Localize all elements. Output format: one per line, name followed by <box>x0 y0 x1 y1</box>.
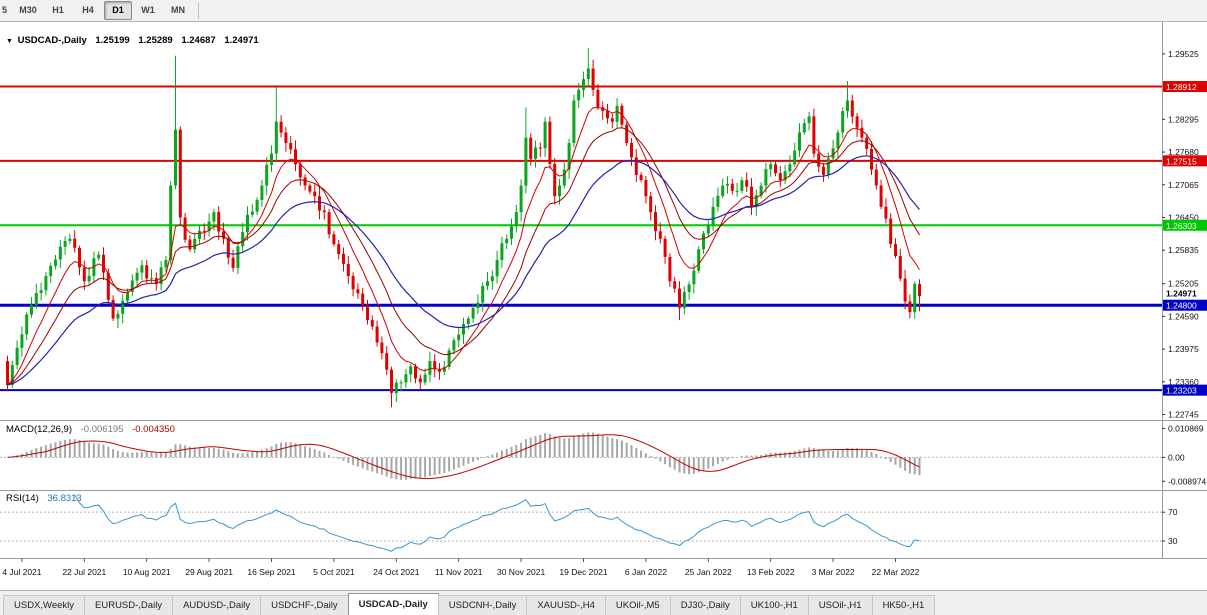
svg-text:1.24800: 1.24800 <box>1166 301 1197 311</box>
svg-text:-0.008974: -0.008974 <box>1168 476 1207 486</box>
svg-text:1.23360: 1.23360 <box>1168 377 1199 387</box>
svg-text:11 Nov 2021: 11 Nov 2021 <box>435 567 483 577</box>
timeframe-button-h4[interactable]: H4 <box>82 5 94 15</box>
chart-tab-hk50-h1[interactable]: HK50-,H1 <box>871 595 936 615</box>
svg-text:22 Jul 2021: 22 Jul 2021 <box>62 567 106 577</box>
svg-text:1.23203: 1.23203 <box>1166 386 1197 396</box>
svg-text:30 Nov 2021: 30 Nov 2021 <box>497 567 545 577</box>
timeframe-toolbar: 5 M30 H1 H4 D1 W1 MN <box>0 0 1207 22</box>
svg-text:1.24590: 1.24590 <box>1168 311 1199 321</box>
macd-value: -0.006195 <box>80 424 124 435</box>
rsi-indicator-header: RSI(14) 36.8313 <box>6 493 88 504</box>
chart-symbol-label: USDCAD-,Daily <box>17 35 87 46</box>
rsi-title: RSI(14) <box>6 493 39 504</box>
svg-text:10 Aug 2021: 10 Aug 2021 <box>123 567 171 577</box>
svg-text:22 Mar 2022: 22 Mar 2022 <box>872 567 920 577</box>
svg-text:1.22745: 1.22745 <box>1168 410 1199 420</box>
chart-tab-usdcad-daily[interactable]: USDCAD-,Daily <box>347 593 439 615</box>
ma-30-line <box>7 155 920 386</box>
macd-signal-value: -0.004350 <box>132 424 175 435</box>
chart-tab-usdx-weekly[interactable]: USDX,Weekly <box>3 595 86 615</box>
svg-text:0.00: 0.00 <box>1168 452 1185 462</box>
macd-title: MACD(12,26,9) <box>6 424 72 435</box>
ohlc-high: 1.25289 <box>138 35 173 46</box>
svg-text:4 Jul 2021: 4 Jul 2021 <box>2 567 41 577</box>
ma-16-line <box>7 127 920 386</box>
date-axis[interactable]: 4 Jul 2021 22 Jul 2021 10 Aug 2021 29 Aug 2… <box>2 558 920 577</box>
chart-tab-ukoil-m5[interactable]: UKOil-,M5 <box>604 595 671 615</box>
chart-tab-dj30-daily[interactable]: DJ30-,Daily <box>669 595 741 615</box>
chart-tab-uk100-h1[interactable]: UK100-,H1 <box>739 595 809 615</box>
chart-tab-usdcnh-daily[interactable]: USDCNH-,Daily <box>437 595 528 615</box>
svg-text:6 Jan 2022: 6 Jan 2022 <box>625 567 667 577</box>
chart-tab-usdchf-daily[interactable]: USDCHF-,Daily <box>260 595 349 615</box>
timeframe-button-h1[interactable]: H1 <box>52 5 64 15</box>
svg-text:1.27680: 1.27680 <box>1168 147 1199 157</box>
svg-text:1.26450: 1.26450 <box>1168 212 1199 222</box>
rsi-value: 36.8313 <box>47 493 82 504</box>
candlesticks <box>6 47 921 408</box>
ohlc-close: 1.24971 <box>224 35 259 46</box>
ohlc-open: 1.25199 <box>95 35 130 46</box>
svg-text:3 Mar 2022: 3 Mar 2022 <box>812 567 855 577</box>
timeframe-button-w1[interactable]: W1 <box>141 5 155 15</box>
svg-text:1.27515: 1.27515 <box>1166 156 1197 166</box>
svg-text:1.23975: 1.23975 <box>1168 344 1199 354</box>
svg-text:25 Jan 2022: 25 Jan 2022 <box>685 567 732 577</box>
current-price-tag <box>1163 287 1207 299</box>
svg-text:1.27065: 1.27065 <box>1168 180 1199 190</box>
svg-text:70: 70 <box>1168 507 1178 517</box>
chart-tab-eurusd-daily[interactable]: EURUSD-,Daily <box>84 595 174 615</box>
svg-text:24 Oct 2021: 24 Oct 2021 <box>373 567 420 577</box>
svg-text:30: 30 <box>1168 536 1178 546</box>
chart-ohlc-header: ▼ USDCAD-,Daily 1.25199 1.25289 1.24687 … <box>6 35 265 46</box>
timeframe-button-mn[interactable]: MN <box>171 5 185 15</box>
ohlc-low: 1.24687 <box>181 35 216 46</box>
svg-text:1.25835: 1.25835 <box>1168 245 1199 255</box>
chart-tab-usoil-h1[interactable]: USOil-,H1 <box>807 595 873 615</box>
horizontal-levels[interactable] <box>0 85 1162 392</box>
svg-text:5 Oct 2021: 5 Oct 2021 <box>313 567 355 577</box>
symbol-dropdown-icon[interactable]: ▼ <box>6 38 13 45</box>
svg-text:1.29525: 1.29525 <box>1168 49 1199 59</box>
chart-canvas[interactable]: 1.29525 1.28295 1.27680 1.27065 1.26450 1.258… <box>0 22 1207 590</box>
svg-text:13 Feb 2022: 13 Feb 2022 <box>747 567 795 577</box>
macd-indicator-header: MACD(12,26,9) -0.006195 -0.004350 <box>6 424 181 435</box>
svg-text:19 Dec 2021: 19 Dec 2021 <box>559 567 607 577</box>
svg-text:16 Sep 2021: 16 Sep 2021 <box>247 567 295 577</box>
macd-signal-line <box>7 434 920 480</box>
current-price-label: 1.24971 <box>1166 289 1197 299</box>
timeframe-button-d1[interactable]: D1 <box>104 1 132 20</box>
svg-text:1.28295: 1.28295 <box>1168 114 1199 124</box>
svg-text:1.26303: 1.26303 <box>1166 221 1197 231</box>
price-axis[interactable]: 1.29525 1.28295 1.27680 1.27065 1.26450 1.258… <box>1162 49 1207 546</box>
svg-text:0.010869: 0.010869 <box>1168 423 1204 433</box>
rsi-line <box>74 494 920 552</box>
svg-text:29 Aug 2021: 29 Aug 2021 <box>185 567 233 577</box>
svg-text:1.28912: 1.28912 <box>1166 82 1197 92</box>
svg-text:1.25205: 1.25205 <box>1168 279 1199 289</box>
chart-tab-xauusd-h4[interactable]: XAUUSD-,H4 <box>526 595 606 615</box>
chart-tab-audusd-daily[interactable]: AUDUSD-,Daily <box>172 595 262 615</box>
timeframe-button-m30[interactable]: M30 <box>19 5 37 15</box>
toolbar-separator <box>198 2 199 19</box>
chart-tab-bar: USDX,Weekly EURUSD-,Daily AUDUSD-,Daily USD… <box>0 590 1207 615</box>
timeframe-button-5[interactable]: 5 <box>1 5 7 15</box>
